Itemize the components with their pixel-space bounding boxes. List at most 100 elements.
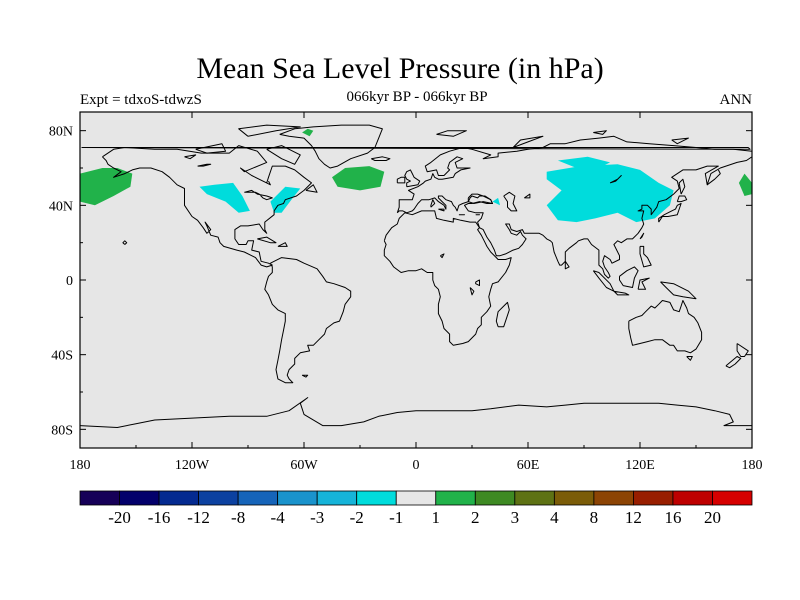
colorbar-swatch: [514, 490, 555, 506]
x-tick-label: 0: [413, 458, 420, 473]
colorbar-swatch: [356, 490, 397, 506]
coastline-caspian-sea: [503, 191, 518, 212]
y-tick-label: 80N: [49, 125, 73, 140]
coastline-borneo: [619, 266, 639, 288]
coastline-sulawesi: [637, 277, 650, 290]
coastline-south-america: [264, 257, 352, 384]
coastline-new-zealand-south: [725, 356, 742, 369]
colorbar-swatch: [79, 490, 120, 506]
season-label: ANN: [719, 92, 753, 108]
coastline-black-sea: [467, 193, 493, 204]
colorbar: -20 -16 -12 -8 -4 -3 -2 -1 1 2 3 4 8 12 16 20: [79, 490, 753, 527]
coastline-aral-sea: [524, 193, 531, 199]
coastline-falklands: [301, 374, 309, 378]
colorbar-swatch: [672, 490, 713, 506]
colorbar-swatch: [593, 490, 634, 506]
y-tick-label: 0: [66, 274, 73, 289]
coastline-lake-victoria: [475, 279, 480, 287]
coastline-sardinia-corsica: [430, 199, 436, 208]
coastline-victoria-island: [195, 143, 227, 154]
coastline-sri-lanka: [564, 261, 570, 270]
chart-title: Mean Sea Level Pressure (in hPa): [196, 52, 604, 85]
x-tick-label: 180: [70, 458, 91, 473]
coastline-svalbard: [436, 130, 467, 137]
colorbar-swatch: [119, 490, 160, 506]
north-pacific-positive-region: [80, 168, 133, 206]
coastline-taiwan: [639, 232, 645, 240]
coastline-lake-chad: [439, 253, 445, 259]
colorbar-swatch: [277, 490, 318, 506]
coastline-cuba: [257, 236, 277, 244]
colorbar-label: 16: [664, 508, 681, 527]
colorbar-swatch: [553, 490, 595, 506]
coastline-ellesmere-island: [238, 124, 301, 137]
colorbar-swatch: [435, 490, 476, 506]
colorbar-label: -4: [271, 508, 286, 527]
coastline-philippines: [639, 245, 652, 268]
north-america-negative-region: [199, 182, 250, 213]
x-tick-label: 120E: [625, 458, 655, 473]
coastline-novaya-zemlya: [512, 135, 544, 148]
colorbar-swatch: [158, 490, 199, 506]
coastline-newfoundland: [305, 184, 318, 193]
colorbar-label: 1: [432, 508, 441, 527]
coastline-madagascar: [495, 301, 510, 328]
coastline-kamchatka-coast: [706, 169, 721, 186]
colorbar-label: -20: [108, 508, 131, 527]
north-atlantic-positive-region: [332, 166, 385, 191]
coastline-great-bear-lake: [184, 154, 197, 160]
coastline-hispaniola: [277, 242, 288, 247]
coastline-ireland: [396, 176, 406, 184]
coastline-sicily: [438, 208, 445, 212]
siberia-negative-region: [557, 156, 611, 170]
colorbar-swatch: [633, 490, 674, 506]
coastline-new-zealand: [736, 343, 749, 357]
colorbar-label: -2: [350, 508, 364, 527]
coastline-baffin-island: [266, 145, 301, 165]
colorbar-label: -8: [231, 508, 245, 527]
y-tick-label: 40N: [49, 199, 73, 214]
colorbar-label: 8: [590, 508, 599, 527]
dateline-positive-east-region: [738, 173, 752, 196]
coastline-hokkaido: [676, 195, 688, 203]
y-tick-label: 80S: [51, 423, 73, 438]
colorbar-label: 3: [511, 508, 520, 527]
colorbar-swatch: [474, 490, 516, 506]
colorbar-swatch: [712, 490, 753, 506]
coastline-wrangel-island: [81, 147, 751, 150]
chart-subtitle: 066kyr BP - 066kyr BP: [346, 89, 488, 105]
colorbar-label: 4: [550, 508, 559, 527]
y-tick-label: 40S: [51, 349, 73, 364]
colorbar-swatch: [395, 490, 437, 506]
colorbar-swatch: [237, 490, 279, 506]
coastline-hawaii: [122, 240, 128, 245]
colorbar-label: -1: [389, 508, 403, 527]
x-tick-label: 60E: [517, 458, 540, 473]
x-tick-label: 120W: [175, 458, 210, 473]
coastline-new-siberian-islands: [671, 137, 689, 145]
coastlines: [80, 124, 752, 428]
colorbar-swatch: [198, 490, 239, 506]
greenland-positive-region: [302, 128, 314, 137]
x-tick-label: 60W: [290, 458, 318, 473]
coastline-australia: [628, 300, 703, 354]
colorbar-label: -12: [187, 508, 210, 527]
coastline-british-isles: [404, 169, 421, 188]
caspian-negative-dot-region: [492, 197, 500, 206]
coastline-greenland: [279, 124, 383, 169]
colorbar-label: -16: [148, 508, 171, 527]
colorbar-label: 20: [704, 508, 721, 527]
coastline-north-america: [102, 145, 312, 268]
x-tick-label: 180: [742, 458, 763, 473]
coastline-new-guinea: [660, 281, 697, 300]
experiment-label: Expt = tdxoS-tdwzS: [80, 92, 202, 108]
coastline-sakhalin: [678, 178, 686, 195]
map-axes: 180 120W 60W 0 60E 120E 180 80N 40N 0 40S 80S: [49, 112, 763, 473]
colorbar-swatch: [316, 490, 358, 506]
colorbar-label: 2: [471, 508, 480, 527]
colorbar-label: -3: [310, 508, 324, 527]
coastline-tasmania: [686, 356, 693, 361]
coastline-severnaya-zemlya: [593, 130, 607, 135]
coastline-antarctica: [80, 397, 752, 428]
